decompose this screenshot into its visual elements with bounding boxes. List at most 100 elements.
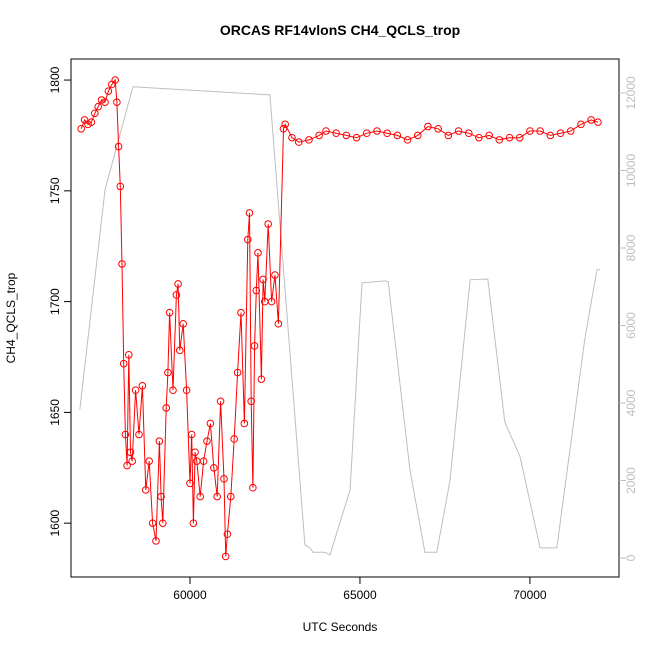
point [546, 131, 555, 140]
point [216, 397, 225, 406]
point [131, 386, 140, 395]
point [245, 209, 254, 217]
point [267, 297, 276, 306]
plot-box [70, 58, 620, 578]
point [165, 308, 174, 317]
point [264, 220, 272, 228]
point [250, 342, 259, 350]
point [111, 76, 119, 84]
point [87, 118, 96, 126]
point [172, 291, 181, 299]
point [332, 129, 340, 138]
point [352, 133, 361, 142]
point [230, 435, 238, 443]
point [174, 280, 182, 288]
point [158, 519, 167, 527]
point [271, 271, 279, 279]
y-tick-label: 1700 [48, 288, 62, 315]
y2-tick-label: 10000 [624, 153, 638, 187]
point [454, 127, 463, 135]
point [566, 127, 575, 135]
point [162, 404, 170, 412]
point [157, 492, 165, 501]
point [101, 98, 109, 107]
point [155, 437, 164, 445]
point [77, 124, 85, 133]
point [182, 386, 191, 395]
point [536, 127, 544, 135]
point [187, 430, 196, 439]
point [164, 368, 172, 377]
x-tick-label: 60000 [173, 588, 207, 602]
y2-tick-label: 4000 [624, 389, 638, 416]
point [257, 375, 266, 383]
point [123, 461, 131, 470]
point [119, 359, 128, 368]
point [116, 182, 125, 191]
point [121, 430, 130, 439]
series-line [79, 86, 600, 556]
point [577, 120, 585, 129]
point [383, 129, 391, 138]
point [226, 492, 235, 501]
y2-tick-label: 0 [624, 554, 638, 561]
point [315, 131, 323, 140]
point [424, 122, 432, 131]
point [126, 448, 135, 457]
y2-tick-label: 8000 [624, 234, 638, 261]
point [556, 129, 565, 138]
point [373, 127, 381, 135]
point [274, 319, 283, 328]
point [203, 437, 211, 445]
x-tick-label: 70000 [513, 588, 547, 602]
point [191, 448, 199, 457]
point [124, 350, 133, 359]
point [279, 124, 288, 133]
point [243, 235, 252, 244]
point [288, 133, 296, 142]
point [179, 319, 187, 328]
point [145, 457, 153, 465]
point [237, 308, 245, 317]
point [515, 133, 524, 142]
point [305, 136, 313, 144]
point [221, 552, 230, 561]
x-axis-title: UTC Seconds [303, 620, 378, 634]
series-line [80, 78, 599, 557]
point [485, 131, 493, 140]
point [186, 479, 194, 488]
point [464, 129, 473, 138]
point [342, 131, 351, 140]
point [403, 136, 412, 144]
point [94, 102, 102, 111]
point [281, 120, 289, 129]
x-tick-label: 65000 [343, 588, 377, 602]
point [141, 486, 150, 494]
y-tick-label: 1600 [48, 509, 62, 536]
point [175, 346, 184, 355]
y-tick-label: 1750 [48, 177, 62, 204]
point [128, 457, 136, 465]
point [254, 249, 262, 257]
point [209, 463, 218, 472]
point [249, 483, 257, 492]
point [223, 530, 232, 539]
point [206, 419, 215, 428]
y-tick-label: 1650 [48, 399, 62, 426]
point [199, 457, 208, 465]
y-axis-title: CH4_QCLS_trop [4, 272, 18, 363]
point [587, 116, 595, 124]
point [505, 133, 514, 142]
point [393, 131, 402, 140]
chart-title: ORCAS RF14vlonS CH4_QCLS_trop [220, 22, 460, 38]
point [114, 142, 123, 151]
point [240, 419, 249, 428]
y2-tick-label: 2000 [624, 467, 638, 494]
point [196, 492, 204, 501]
point [213, 492, 221, 501]
point [475, 133, 483, 142]
point [90, 109, 99, 118]
point [152, 537, 160, 545]
point [434, 124, 442, 133]
